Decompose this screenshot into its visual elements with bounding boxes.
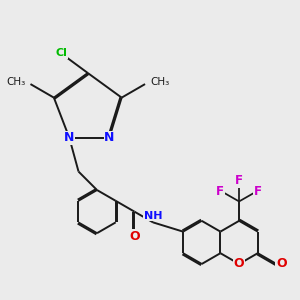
- Text: O: O: [234, 257, 244, 271]
- Text: CH₃: CH₃: [6, 76, 26, 87]
- Text: Cl: Cl: [55, 48, 67, 58]
- Text: N: N: [64, 131, 74, 144]
- Text: O: O: [129, 230, 140, 243]
- Text: F: F: [216, 185, 224, 198]
- Text: N: N: [104, 131, 115, 144]
- Text: F: F: [254, 185, 262, 198]
- Text: O: O: [276, 257, 287, 271]
- Text: NH: NH: [144, 211, 162, 220]
- Text: F: F: [235, 175, 243, 188]
- Text: CH₃: CH₃: [150, 76, 169, 87]
